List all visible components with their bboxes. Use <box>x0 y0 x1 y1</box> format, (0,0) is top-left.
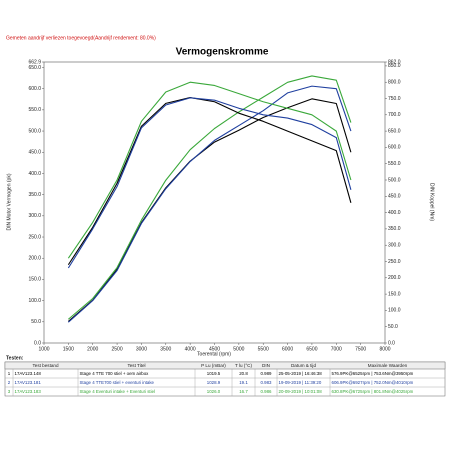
y-tick-label: 300.0 <box>28 213 41 219</box>
table-cell: 0.983 <box>261 380 273 385</box>
y2-tick-label: 862.0 <box>388 59 401 65</box>
table-cell: 17AV123.181 <box>15 380 42 385</box>
y-tick-label: 662.9 <box>28 59 41 65</box>
y-tick-label: 650.0 <box>28 65 41 71</box>
y2-tick-label: 550.0 <box>388 161 401 167</box>
x-tick-label: 2500 <box>112 346 123 352</box>
y2-tick-label: 500.0 <box>388 177 401 183</box>
column-header: Datum & tijd <box>291 363 316 368</box>
table-cell: 576.9PK@6525rpm | 753.6Nm@3950rpm <box>332 371 414 376</box>
column-header: Maximale Waarden <box>368 363 408 368</box>
line <box>67 96 352 266</box>
table-cell: 16.7 <box>239 389 248 394</box>
table-cell: 20.8 <box>239 371 248 376</box>
line <box>68 75 352 320</box>
table-cell: 2 <box>8 380 11 385</box>
x-axis-title: Toerental (rpm) <box>197 351 231 357</box>
table-cell: 3 <box>8 389 11 394</box>
line <box>67 85 352 323</box>
x-tick-label: 4500 <box>209 346 220 352</box>
column-header: Test bestand <box>32 363 58 368</box>
y-axis-title: DIN Motor Vermogen (pk) <box>6 173 12 230</box>
x-tick-label: 7000 <box>331 346 342 352</box>
y2-tick-label: 600.0 <box>388 145 401 151</box>
y-tick-label: 150.0 <box>28 277 41 283</box>
x-tick-label: 3500 <box>160 346 171 352</box>
y2-tick-label: 200.0 <box>388 275 401 281</box>
y-tick-label: 250.0 <box>28 234 41 240</box>
y2-tick-label: 800.0 <box>388 80 401 86</box>
table-cell: 17AV123.183 <box>15 389 42 394</box>
table-cell: Stage 4 TTE700 stiel + eventuri intake <box>80 380 155 385</box>
y2-tick-label: 350.0 <box>388 226 401 232</box>
y2-tick-label: 150.0 <box>388 291 401 297</box>
line <box>67 97 352 269</box>
y-tick-label: 550.0 <box>28 107 41 113</box>
y-tick-label: 600.0 <box>28 86 41 92</box>
table-cell: 630.8PK@6725rpm | 801.8Nm@4025rpm <box>332 389 414 394</box>
y2-tick-label: 850.0 <box>388 63 401 69</box>
table-cell: 1019.5 <box>207 371 221 376</box>
y-tick-label: 50.0 <box>31 319 41 325</box>
y-tick-label: 400.0 <box>28 171 41 177</box>
chart-title: Vermogenskromme <box>176 47 269 58</box>
column-header: T lu (°C) <box>235 363 253 368</box>
y2-tick-label: 100.0 <box>388 308 401 314</box>
table-cell: 1026.0 <box>207 389 221 394</box>
y2-tick-label: 650.0 <box>388 128 401 134</box>
table-cell: Stage 4 Eventuri intake + Eventuri stiel <box>80 389 156 394</box>
table-cell: 606.9PK@6927rpm | 752.0Nm@4010rpm <box>332 380 414 385</box>
y2-tick-label: 50.0 <box>388 324 398 330</box>
x-tick-label: 6500 <box>306 346 317 352</box>
table-title: Testen: <box>6 355 24 361</box>
y-tick-label: 450.0 <box>28 150 41 156</box>
y-tick-label: 200.0 <box>28 256 41 262</box>
table-cell: 17AV123.148 <box>15 371 42 376</box>
note: Gemeten aandrijf verliezen toegevoegd(Aa… <box>6 35 156 41</box>
line <box>67 81 352 259</box>
x-tick-label: 5000 <box>233 346 244 352</box>
y2-axis-title: DIN Koppel (Nm) <box>429 183 435 221</box>
column-header: DIN <box>262 363 270 368</box>
y2-tick-label: 450.0 <box>388 194 401 200</box>
x-tick-label: 6000 <box>282 346 293 352</box>
x-tick-label: 1500 <box>63 346 74 352</box>
table-cell: 1028.9 <box>207 380 221 385</box>
y2-tick-label: 400.0 <box>388 210 401 216</box>
x-tick-label: 3000 <box>136 346 147 352</box>
y-tick-label: 100.0 <box>28 298 41 304</box>
x-tick-label: 4000 <box>185 346 196 352</box>
x-tick-label: 5500 <box>258 346 269 352</box>
column-header: P Lu (mBar) <box>201 363 226 368</box>
y2-tick-label: 250.0 <box>388 259 401 265</box>
x-tick-label: 2000 <box>87 346 98 352</box>
x-tick-label: 7500 <box>355 346 366 352</box>
y-tick-label: 500.0 <box>28 128 41 134</box>
x-tick-label: 8000 <box>379 346 390 352</box>
y2-tick-label: 0.0 <box>388 340 395 346</box>
line <box>67 98 352 322</box>
x-tick-label: 1000 <box>38 346 49 352</box>
y-tick-label: 0.0 <box>34 340 41 346</box>
table-cell: 20-09-2019 | 10:01:08 <box>279 389 323 394</box>
table-cell: Stage 4 TTE 700 stiel + oem airbox <box>80 371 150 376</box>
table-cell: 25-05-2019 | 16:46:38 <box>279 371 323 376</box>
table-cell: 0.986 <box>261 389 273 394</box>
y2-tick-label: 750.0 <box>388 96 401 102</box>
table-cell: 19.1 <box>239 380 248 385</box>
y2-tick-label: 300.0 <box>388 243 401 249</box>
y-tick-label: 350.0 <box>28 192 41 198</box>
table-cell: 19-09-2019 | 11:39:20 <box>279 380 322 385</box>
table-cell: 1 <box>8 371 11 376</box>
column-header: Test Titel <box>127 363 145 368</box>
y2-tick-label: 700.0 <box>388 112 401 118</box>
table-cell: 0.989 <box>261 371 273 376</box>
